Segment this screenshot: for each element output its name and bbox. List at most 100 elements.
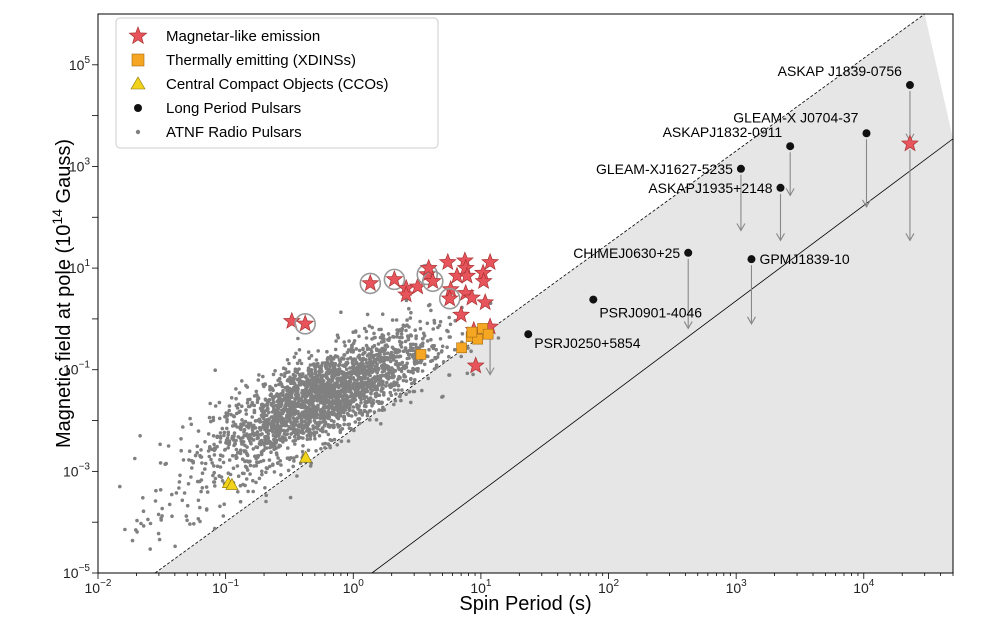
atnf-pulsar-point [200, 471, 205, 476]
atnf-pulsar-point [308, 416, 313, 420]
atnf-msp-point [198, 519, 202, 524]
atnf-pulsar-point [297, 429, 301, 433]
atnf-pulsar-point [265, 441, 270, 446]
atnf-pulsar-point [297, 358, 302, 363]
atnf-pulsar-point [348, 356, 353, 360]
atnf-pulsar-point [276, 378, 280, 383]
atnf-pulsar-point [295, 387, 300, 391]
atnf-pulsar-point [272, 409, 276, 414]
atnf-pulsar-point [439, 350, 444, 354]
atnf-pulsar-point [248, 459, 252, 464]
atnf-pulsar-point [245, 432, 249, 436]
atnf-pulsar-point [277, 382, 281, 387]
atnf-pulsar-point [187, 449, 192, 454]
atnf-pulsar-point [394, 355, 399, 359]
atnf-pulsar-point [271, 404, 275, 408]
atnf-msp-point [190, 466, 194, 470]
atnf-pulsar-point [377, 408, 381, 412]
legend-star-icon [128, 25, 148, 45]
atnf-pulsar-point [415, 367, 419, 371]
atnf-pulsar-point [318, 410, 323, 415]
atnf-msp-point [254, 463, 259, 468]
tick-exp: 3 [741, 578, 747, 589]
atnf-pulsar-point [380, 349, 384, 354]
atnf-pulsar-point [399, 332, 404, 336]
atnf-pulsar-point [203, 440, 207, 444]
atnf-msp-point [244, 465, 249, 470]
atnf-pulsar-point [287, 361, 291, 366]
magnetar-point [419, 258, 438, 276]
atnf-pulsar-point [361, 346, 365, 351]
atnf-pulsar-point [327, 425, 332, 429]
atnf-pulsar-point [387, 375, 392, 379]
legend-small-dot-icon [135, 129, 141, 135]
atnf-pulsar-point [402, 373, 406, 377]
atnf-pulsar-point [231, 420, 236, 424]
atnf-pulsar-point [196, 429, 201, 433]
atnf-pulsar-point [271, 462, 275, 467]
atnf-pulsar-point [199, 448, 203, 452]
atnf-pulsar-point [329, 358, 333, 362]
magnetar-point [481, 252, 500, 271]
x-tick-label: 10−2 [85, 578, 112, 596]
atnf-pulsar-point [292, 434, 297, 439]
atnf-pulsar-point [210, 461, 214, 465]
atnf-pulsar-point [426, 354, 430, 359]
atnf-pulsar-point [207, 454, 212, 459]
atnf-pulsar-point [374, 353, 379, 357]
atnf-pulsar-point [327, 391, 332, 396]
atnf-pulsar-point [318, 400, 323, 405]
atnf-pulsar-point [378, 335, 383, 340]
tick-exp: 2 [614, 578, 620, 589]
atnf-msp-point [153, 499, 158, 503]
atnf-pulsar-point [289, 432, 293, 436]
atnf-pulsar-point [290, 422, 294, 427]
atnf-pulsar-point [348, 379, 353, 384]
atnf-msp-point [154, 488, 158, 493]
magnetar-field-arrow-head [485, 367, 495, 376]
atnf-pulsar-point [351, 341, 356, 346]
atnf-pulsar-point [255, 445, 260, 450]
atnf-pulsar-point [299, 361, 304, 366]
atnf-pulsar-point [195, 444, 200, 449]
atnf-pulsar-point [363, 375, 367, 379]
atnf-pulsar-point [257, 441, 262, 446]
atnf-pulsar-point [346, 439, 351, 443]
atnf-msp-point [212, 480, 217, 484]
atnf-msp-point [218, 504, 222, 509]
tick-exp: 0 [358, 578, 364, 589]
atnf-pulsar-point [401, 364, 406, 368]
atnf-pulsar-point [287, 435, 292, 440]
atnf-pulsar-point [295, 361, 300, 366]
atnf-pulsar-point [374, 391, 378, 396]
atnf-pulsar-point [427, 347, 431, 352]
atnf-pulsar-point [313, 367, 317, 372]
atnf-pulsar-point [351, 382, 355, 387]
atnf-pulsar-point [326, 379, 331, 384]
tick-exp: 4 [869, 578, 875, 589]
atnf-pulsar-point [256, 378, 261, 382]
atnf-pulsar-point [365, 389, 370, 394]
atnf-msp-point [160, 514, 164, 518]
atnf-pulsar-point [362, 351, 366, 356]
tick-base: 10 [63, 362, 79, 378]
atnf-pulsar-point [354, 388, 358, 392]
atnf-msp-point [230, 453, 235, 458]
x-tick-label: 10−1 [212, 578, 239, 596]
atnf-pulsar-point [288, 400, 293, 405]
atnf-pulsar-point [409, 310, 413, 315]
atnf-pulsar-point [332, 411, 336, 415]
atnf-pulsar-point [308, 434, 313, 438]
atnf-pulsar-point [203, 467, 207, 471]
atnf-pulsar-point [253, 419, 258, 423]
atnf-pulsar-point [366, 384, 371, 389]
atnf-pulsar-point [255, 397, 260, 402]
atnf-pulsar-point [438, 319, 443, 324]
field-arrow-head [776, 233, 785, 242]
atnf-pulsar-point [410, 348, 415, 353]
atnf-pulsar-point [218, 465, 223, 469]
atnf-pulsar-point [225, 420, 229, 424]
atnf-pulsar-point [332, 425, 336, 429]
magnetar-ring [294, 313, 316, 335]
atnf-pulsar-point [285, 409, 290, 414]
